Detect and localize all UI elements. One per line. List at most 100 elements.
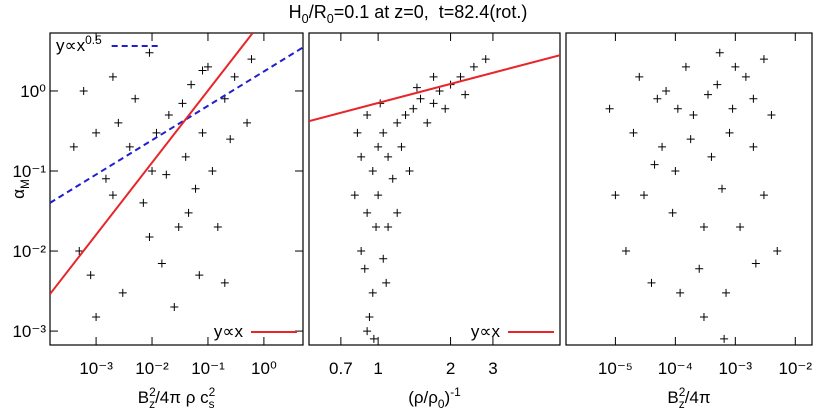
scatter-point [170, 302, 179, 311]
scatter-point [759, 191, 768, 200]
scatter-point [178, 99, 187, 108]
plot-frame [565, 32, 813, 346]
text-part: s [209, 397, 215, 411]
y-tick-label: 10⁻¹ [12, 162, 46, 181]
text-part: α [9, 189, 28, 199]
scatter-point [461, 90, 470, 99]
scatter-point [148, 167, 157, 176]
scatter-point [243, 118, 252, 127]
scatter-point [118, 288, 127, 297]
scatter-point [195, 271, 204, 280]
scatter-point [689, 111, 698, 120]
scatter-point [374, 191, 383, 200]
scatter-point [673, 104, 682, 113]
scatter-point [114, 118, 123, 127]
scatter-point [363, 111, 372, 120]
scatter-point [749, 94, 758, 103]
text-part: 0 [438, 397, 445, 411]
x-axis-label: (ρ/ρ0)-1 [408, 385, 461, 411]
chart-title: H0/R0=0.1 at z=0, t=82.4(rot.) [289, 2, 528, 26]
scatter-point [718, 184, 727, 193]
scatter-point [405, 167, 414, 176]
text-part: 0 [327, 12, 334, 26]
scatter-point [198, 128, 207, 137]
scatter-point [363, 208, 372, 217]
text-part: y∝x [471, 322, 501, 341]
scatter-point [429, 72, 438, 81]
scatter-point [79, 86, 88, 95]
scatter-point [187, 80, 196, 89]
y-axis-label: αM [9, 179, 32, 199]
scatter-point [773, 247, 782, 256]
text-part: z [149, 397, 155, 411]
scatter-point [703, 90, 712, 99]
scatter-point [731, 62, 740, 71]
scatter-point [131, 94, 140, 103]
x-tick-label: 3 [488, 359, 497, 378]
scatter-point [629, 128, 638, 137]
scatter-point [382, 278, 391, 287]
scatter-point [139, 198, 148, 207]
text-part: ) [445, 388, 451, 407]
x-tick-label: 10⁻⁵ [598, 359, 633, 378]
scatter-point [699, 222, 708, 231]
scatter-point [681, 62, 690, 71]
scatter-point [203, 62, 212, 71]
scatter-point [393, 118, 402, 127]
scatter-point [75, 247, 84, 256]
scatter-point [360, 264, 369, 273]
scatter-point [409, 104, 418, 113]
text-part: 0.5 [85, 33, 102, 47]
y-tick-label: 10⁻² [12, 242, 46, 261]
scatter-point [164, 111, 173, 120]
x-tick-label: 10⁻⁴ [658, 359, 693, 378]
scatter-point [368, 167, 377, 176]
text-part: /4π ρ c [155, 388, 209, 407]
scatter-point [676, 288, 685, 297]
scatter-point [350, 191, 359, 200]
scatter-point [456, 72, 465, 81]
scatter-point [423, 118, 432, 127]
scatter-point [435, 86, 444, 95]
scatter-point [441, 104, 450, 113]
plot-area [605, 48, 782, 343]
text-part: y∝x [214, 322, 244, 341]
x-tick-label: 10⁻² [135, 359, 169, 378]
scatter-point [208, 167, 217, 176]
fit-line [309, 54, 560, 123]
scatter-point [397, 142, 406, 151]
scatter-point [653, 94, 662, 103]
x-tick-label: 2 [446, 359, 455, 378]
scatter-point [108, 191, 117, 200]
text-part: 2 [149, 385, 156, 399]
scatter-point [125, 142, 134, 151]
fit-line [50, 46, 303, 204]
scatter-point [145, 232, 154, 241]
scatter-point [191, 184, 200, 193]
scatter-point [640, 191, 649, 200]
scatter-point [379, 254, 388, 263]
scatter-point [365, 312, 374, 321]
legend-label: y∝x0.5 [56, 33, 102, 55]
scatter-point [92, 128, 101, 137]
scatter-point [662, 86, 671, 95]
text-part: (ρ/ρ [408, 388, 438, 407]
scatter-point [728, 104, 737, 113]
scatter-point [198, 66, 207, 75]
scatter-point [162, 170, 171, 179]
scatter-point [605, 104, 614, 113]
scatter-point [393, 208, 402, 217]
scatter-point [481, 55, 490, 64]
x-axis-label: B2 z/4π [667, 385, 710, 411]
y-tick-label: 10⁰ [20, 82, 46, 101]
fit-line [50, 33, 254, 295]
legend-label: y∝x [214, 322, 244, 341]
text-part: B [138, 388, 149, 407]
text-part: -1 [450, 385, 461, 399]
scatter-point [671, 167, 680, 176]
scatter-point [635, 72, 644, 81]
scatter-point [92, 312, 101, 321]
scatter-point [357, 152, 366, 161]
text-part: =0.1 at z=0, t=82.4(rot.) [334, 2, 528, 22]
